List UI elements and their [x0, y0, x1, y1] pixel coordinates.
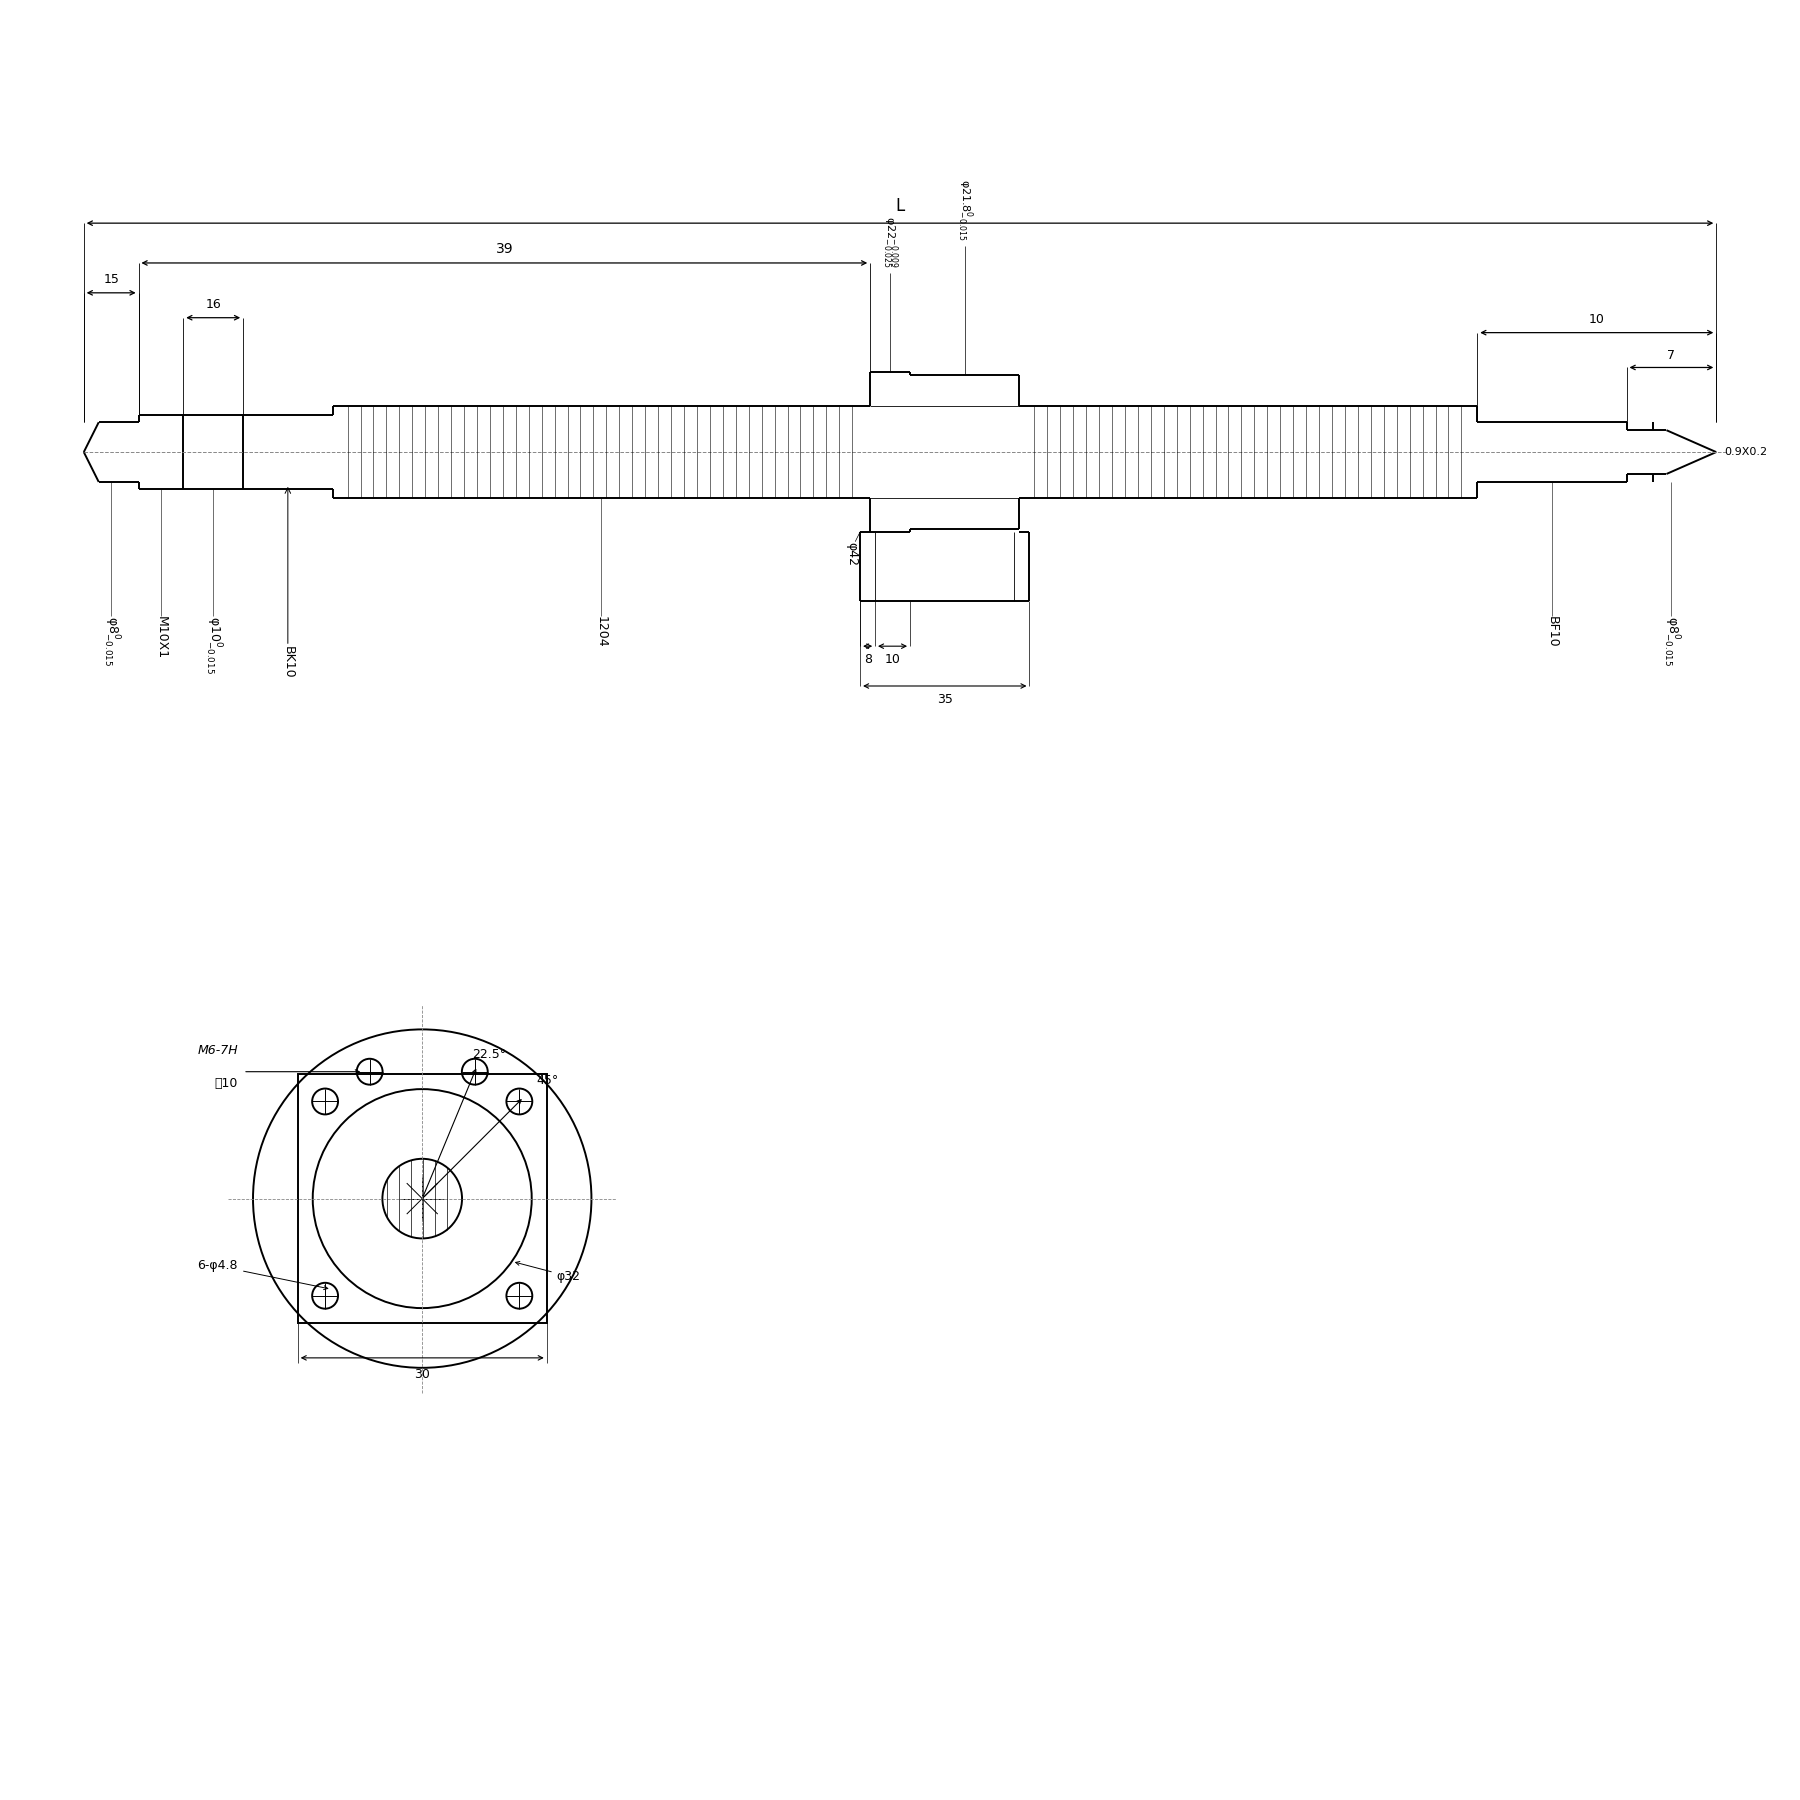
Text: φ42: φ42 [846, 542, 859, 565]
Text: 深10: 深10 [214, 1076, 238, 1089]
Text: 45°: 45° [536, 1073, 560, 1087]
Text: 16: 16 [205, 297, 221, 311]
Text: 10: 10 [1589, 313, 1604, 326]
Text: 39: 39 [495, 241, 513, 256]
Text: L: L [895, 198, 905, 216]
Text: M10X1: M10X1 [155, 616, 167, 659]
Text: 10: 10 [884, 653, 900, 666]
Text: 1204: 1204 [594, 616, 608, 648]
Text: 6-φ4.8: 6-φ4.8 [198, 1260, 328, 1289]
Text: φ8$^{0}_{-0.015}$: φ8$^{0}_{-0.015}$ [101, 616, 121, 666]
Text: φ32: φ32 [515, 1262, 581, 1283]
Text: φ21.8$^{0}_{-0.015}$: φ21.8$^{0}_{-0.015}$ [954, 178, 974, 241]
Text: 15: 15 [103, 274, 119, 286]
Text: 35: 35 [936, 693, 952, 706]
Text: BF10: BF10 [1546, 616, 1559, 648]
Text: BK10: BK10 [281, 646, 295, 679]
Text: φ22$^{-0.009}_{-0.025}$: φ22$^{-0.009}_{-0.025}$ [880, 216, 900, 268]
Text: φ10$^{0}_{-0.015}$: φ10$^{0}_{-0.015}$ [203, 616, 223, 675]
Text: φ8$^{0}_{-0.015}$: φ8$^{0}_{-0.015}$ [1661, 616, 1681, 666]
Text: 30: 30 [414, 1368, 430, 1381]
Text: 8: 8 [864, 653, 871, 666]
Text: M6-7H: M6-7H [198, 1044, 238, 1057]
Text: 0.9X0.2: 0.9X0.2 [1724, 446, 1768, 457]
Text: 22.5°: 22.5° [472, 1048, 506, 1062]
Text: 7: 7 [1667, 349, 1676, 362]
